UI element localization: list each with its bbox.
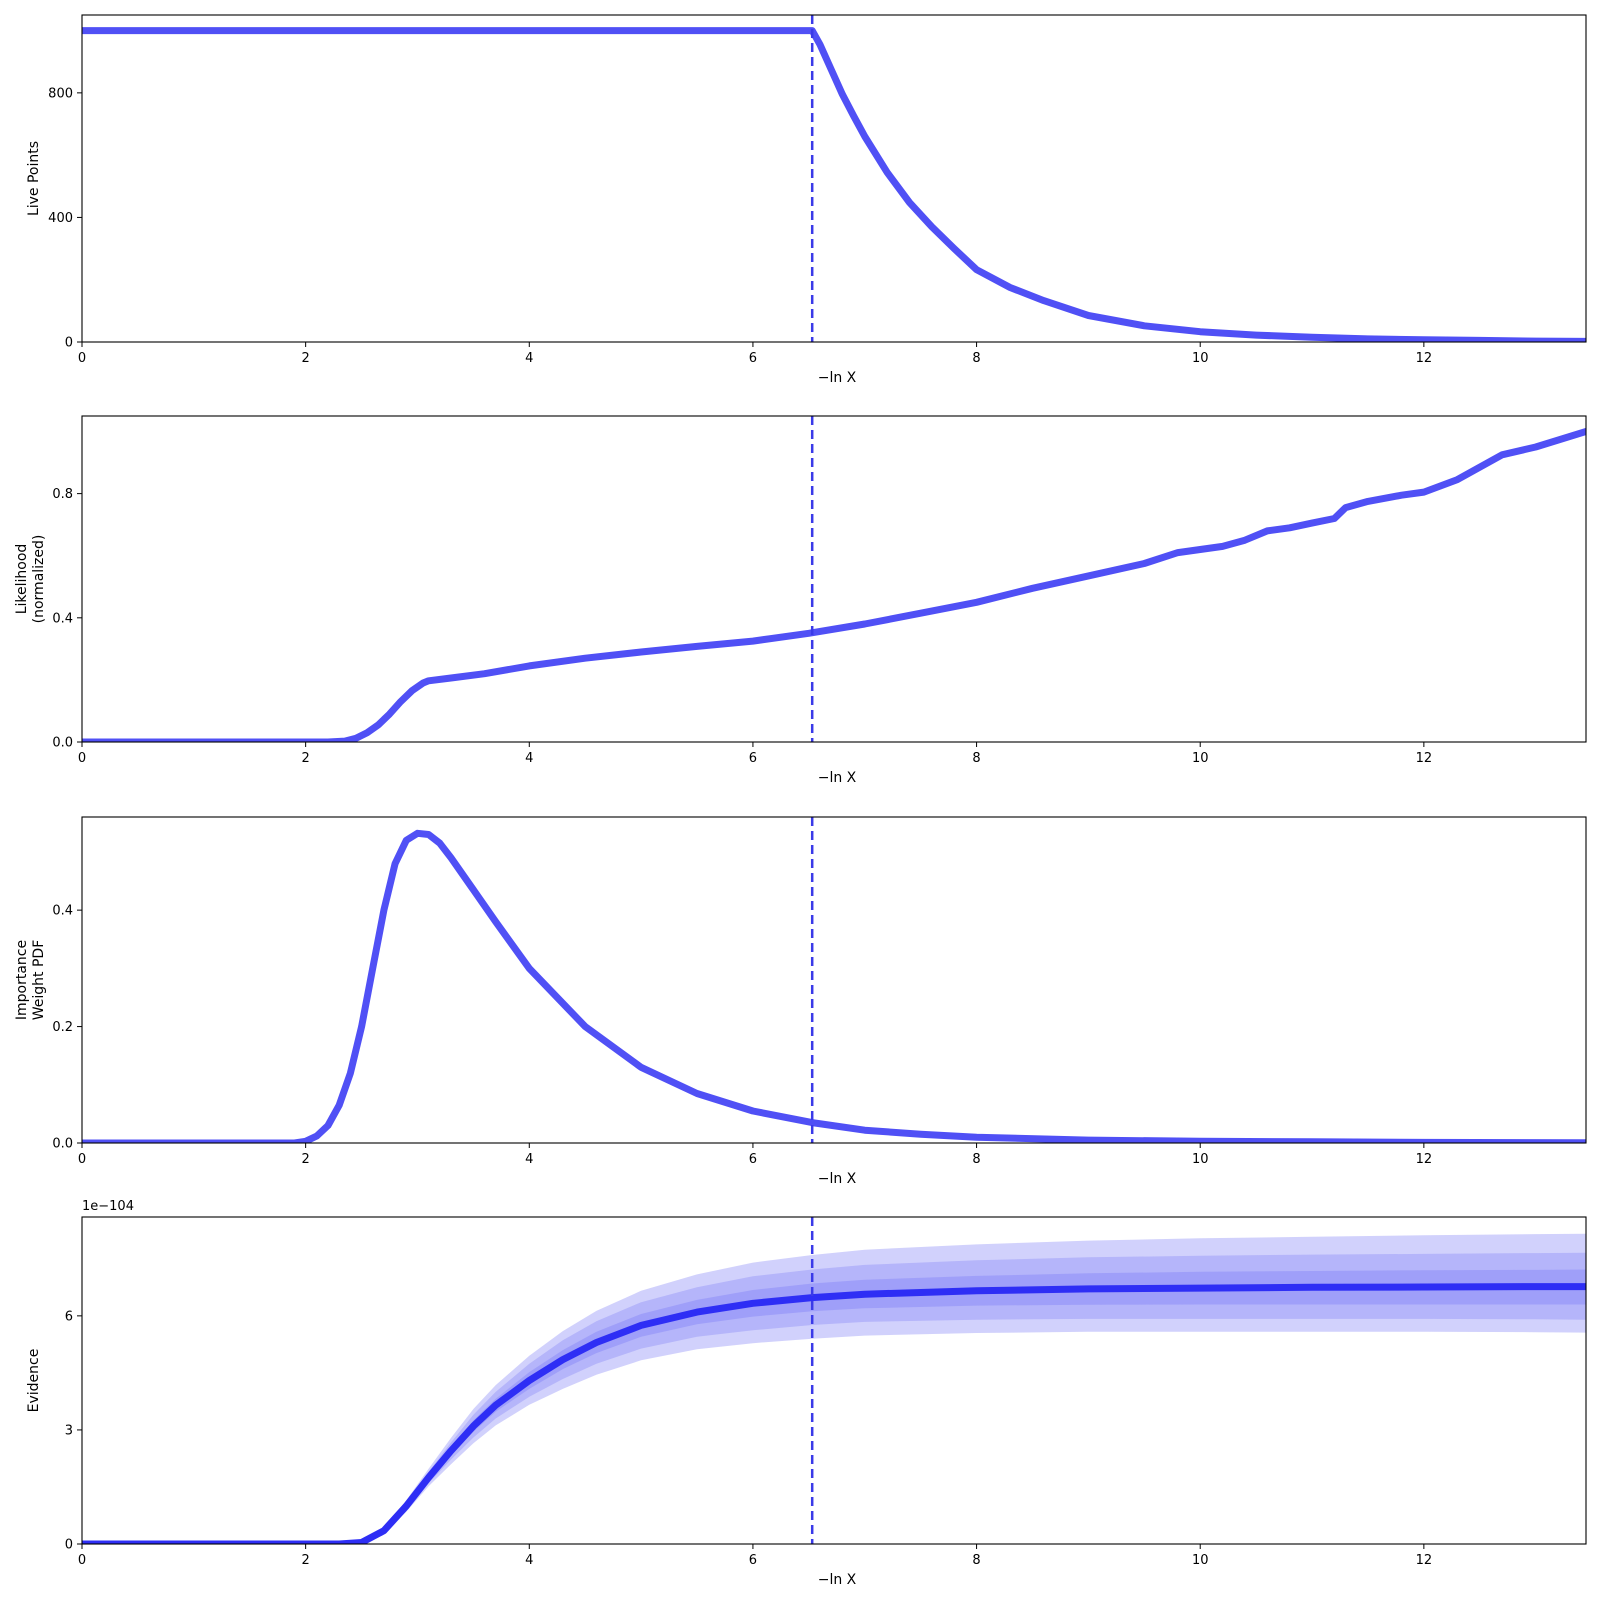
x-tick-label: 4 (525, 1553, 533, 1568)
x-tick-label: 2 (302, 1553, 310, 1568)
x-tick-label: 10 (1192, 751, 1209, 766)
evidence-uncertainty-band-2 (82, 1252, 1586, 1544)
plot-area (82, 1217, 1586, 1544)
axes-frame (81, 1216, 1587, 1545)
evidence-uncertainty-band-1 (82, 1269, 1586, 1544)
y-tick-label: 0 (65, 1538, 73, 1553)
x-tick-label: 2 (302, 751, 310, 766)
y-tick-label: 0.8 (52, 487, 73, 502)
x-tick-label: 0 (78, 751, 86, 766)
axes-frame (81, 816, 1587, 1144)
x-tick-label: 12 (1416, 751, 1433, 766)
x-tick-label: 6 (749, 751, 757, 766)
x-tick-label: 0 (78, 1553, 86, 1568)
y-axis-label: Likelihood (14, 544, 30, 615)
panel-3: 0 2 4 6 8 10 12 0.0 0.2 0.4 −ln X Importance Weight … (14, 816, 1587, 1187)
series-line-1 (82, 829, 1586, 1143)
panel-1: 0 2 4 6 8 10 12 0 400 800 −ln X Live Points (26, 14, 1587, 386)
x-axis-label: −ln X (818, 770, 857, 786)
y-tick-label: 400 (48, 211, 73, 226)
evidence-uncertainty-band-3 (82, 1233, 1586, 1544)
x-tick-label: 8 (972, 1152, 980, 1167)
x-tick-label: 10 (1192, 351, 1209, 366)
y-axis-offset-label: 1e−104 (82, 1199, 134, 1214)
x-tick-label: 2 (302, 351, 310, 366)
x-tick-label: 0 (78, 1152, 86, 1167)
x-tick-label: 12 (1416, 1152, 1433, 1167)
plot-area (82, 817, 1586, 1143)
x-axis-label: −ln X (818, 370, 857, 386)
plot-area (82, 15, 1586, 342)
x-tick-label: 6 (749, 351, 757, 366)
evidence-median-line (82, 1283, 1586, 1544)
axes-frame (81, 415, 1587, 743)
y-tick-label: 3 (65, 1423, 73, 1438)
x-tick-label: 4 (525, 351, 533, 366)
y-tick-label: 0.4 (52, 611, 73, 626)
y-tick-label: 0.0 (52, 1137, 73, 1152)
x-axis-label: −ln X (818, 1171, 857, 1187)
x-tick-label: 6 (749, 1553, 757, 1568)
y-tick-label: 0.2 (52, 1020, 73, 1035)
x-tick-label: 8 (972, 1553, 980, 1568)
x-tick-label: 8 (972, 351, 980, 366)
x-tick-label: 0 (78, 351, 86, 366)
y-tick-label: 6 (65, 1309, 73, 1324)
y-axis-label: (normalized) (31, 535, 47, 624)
plot-area (82, 416, 1586, 742)
x-tick-label: 4 (525, 751, 533, 766)
y-axis-label: Weight PDF (31, 940, 47, 1021)
panel-2: 0 2 4 6 8 10 12 0.0 0.4 0.8 −ln X Likelihood (normal… (14, 415, 1587, 786)
y-tick-label: 0.4 (52, 904, 73, 919)
x-tick-label: 10 (1192, 1152, 1209, 1167)
y-axis-label: Evidence (26, 1349, 42, 1413)
x-tick-label: 10 (1192, 1553, 1209, 1568)
x-tick-label: 12 (1416, 351, 1433, 366)
y-axis-label: Importance (14, 940, 30, 1020)
y-axis-label: Live Points (26, 141, 42, 216)
series-line-1 (82, 27, 1586, 342)
series-line-1 (82, 428, 1586, 742)
x-tick-label: 8 (972, 751, 980, 766)
x-axis-label: −ln X (818, 1572, 857, 1588)
panel-4: 0 2 4 6 8 10 12 0 3 6 −ln X Evidence 1e−104 (26, 1199, 1587, 1588)
x-tick-label: 4 (525, 1152, 533, 1167)
y-tick-label: 0 (65, 336, 73, 351)
x-tick-label: 6 (749, 1152, 757, 1167)
y-tick-label: 0.0 (52, 736, 73, 751)
axes-frame (81, 14, 1587, 343)
x-tick-label: 2 (302, 1152, 310, 1167)
y-tick-label: 800 (48, 86, 73, 101)
x-tick-label: 12 (1416, 1553, 1433, 1568)
